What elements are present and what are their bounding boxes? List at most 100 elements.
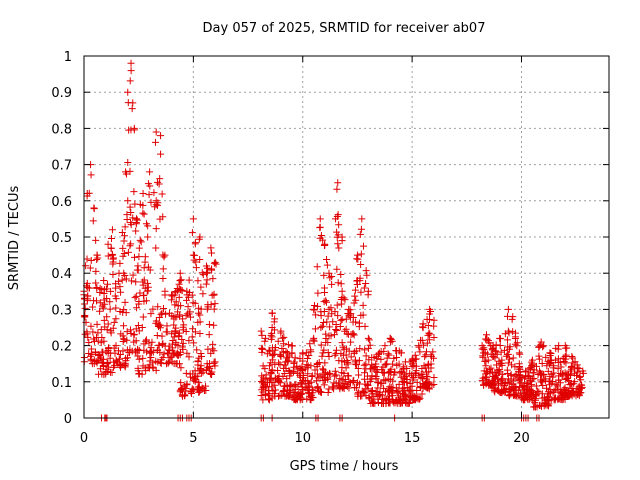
data-point <box>381 388 389 396</box>
data-point <box>167 296 175 304</box>
data-point <box>142 220 150 228</box>
data-point <box>115 277 123 285</box>
data-point <box>187 388 195 396</box>
data-point <box>270 326 278 334</box>
data-point <box>499 370 507 378</box>
data-point <box>134 345 142 353</box>
data-point <box>356 345 364 353</box>
data-point <box>138 324 146 332</box>
data-point <box>304 364 312 372</box>
data-point <box>562 375 570 383</box>
x-tick-label: 0 <box>80 431 88 446</box>
data-point <box>158 332 166 340</box>
data-point <box>406 387 414 395</box>
data-point <box>355 380 363 388</box>
data-point <box>258 344 266 352</box>
data-point <box>546 385 554 393</box>
data-point <box>134 352 142 360</box>
data-point <box>121 271 129 279</box>
data-point <box>93 284 101 292</box>
data-point <box>401 396 409 404</box>
data-point <box>140 292 148 300</box>
data-point <box>130 330 138 338</box>
data-point <box>112 304 120 312</box>
data-point <box>86 264 94 272</box>
data-point <box>106 354 114 362</box>
data-point <box>280 333 288 341</box>
data-point <box>536 401 544 409</box>
data-point <box>197 283 205 291</box>
data-point <box>311 325 319 333</box>
data-point <box>328 280 336 288</box>
data-point <box>183 291 191 299</box>
data-point <box>512 370 520 378</box>
data-point <box>268 309 276 317</box>
data-point <box>82 262 90 270</box>
data-point <box>364 344 372 352</box>
data-point <box>81 330 89 338</box>
data-point <box>493 350 501 358</box>
data-point <box>359 301 367 309</box>
data-point <box>87 357 95 365</box>
data-point <box>353 251 361 259</box>
data-point <box>156 175 164 183</box>
data-point <box>508 315 516 323</box>
data-point <box>203 269 210 277</box>
data-point <box>144 279 152 287</box>
data-point <box>182 387 190 395</box>
data-point <box>107 234 115 242</box>
data-point <box>200 386 208 394</box>
data-point <box>146 349 154 357</box>
data-point <box>130 253 138 261</box>
data-point <box>384 350 392 358</box>
data-point <box>368 375 376 383</box>
data-point <box>285 366 293 374</box>
data-point <box>562 344 570 352</box>
data-point <box>133 304 141 312</box>
data-point <box>166 354 174 362</box>
axis-ticks <box>83 55 609 419</box>
data-point <box>399 392 407 400</box>
data-point <box>174 308 182 316</box>
data-point <box>419 323 427 331</box>
data-point <box>410 362 418 370</box>
y-tick-label: 0.5 <box>51 231 72 246</box>
data-point <box>151 138 159 146</box>
data-point <box>100 316 108 324</box>
data-point <box>332 325 340 333</box>
data-point <box>543 362 551 370</box>
data-point <box>408 382 416 390</box>
data-point <box>424 361 432 369</box>
data-point <box>159 275 167 283</box>
data-point <box>94 329 102 337</box>
data-point <box>93 255 101 263</box>
data-point <box>492 341 500 349</box>
data-point <box>574 368 582 376</box>
data-point <box>296 373 304 381</box>
data-point <box>108 251 116 259</box>
data-point <box>430 333 438 341</box>
data-point <box>188 333 196 341</box>
data-point <box>97 339 105 347</box>
data-point <box>491 385 499 393</box>
data-point <box>147 198 155 206</box>
data-point <box>139 201 147 209</box>
data-point <box>197 353 205 361</box>
data-point <box>259 362 267 370</box>
data-point <box>167 353 175 361</box>
data-point <box>99 348 107 356</box>
data-point <box>203 276 211 284</box>
data-point <box>338 315 346 323</box>
data-point <box>429 348 437 356</box>
data-point <box>430 322 438 330</box>
data-point <box>532 382 540 390</box>
data-point <box>307 378 315 386</box>
data-point <box>323 318 331 326</box>
data-point <box>268 329 276 337</box>
data-point <box>191 328 199 336</box>
data-point <box>103 294 111 302</box>
data-point <box>571 358 579 366</box>
data-point <box>424 322 432 330</box>
data-point <box>325 305 333 313</box>
